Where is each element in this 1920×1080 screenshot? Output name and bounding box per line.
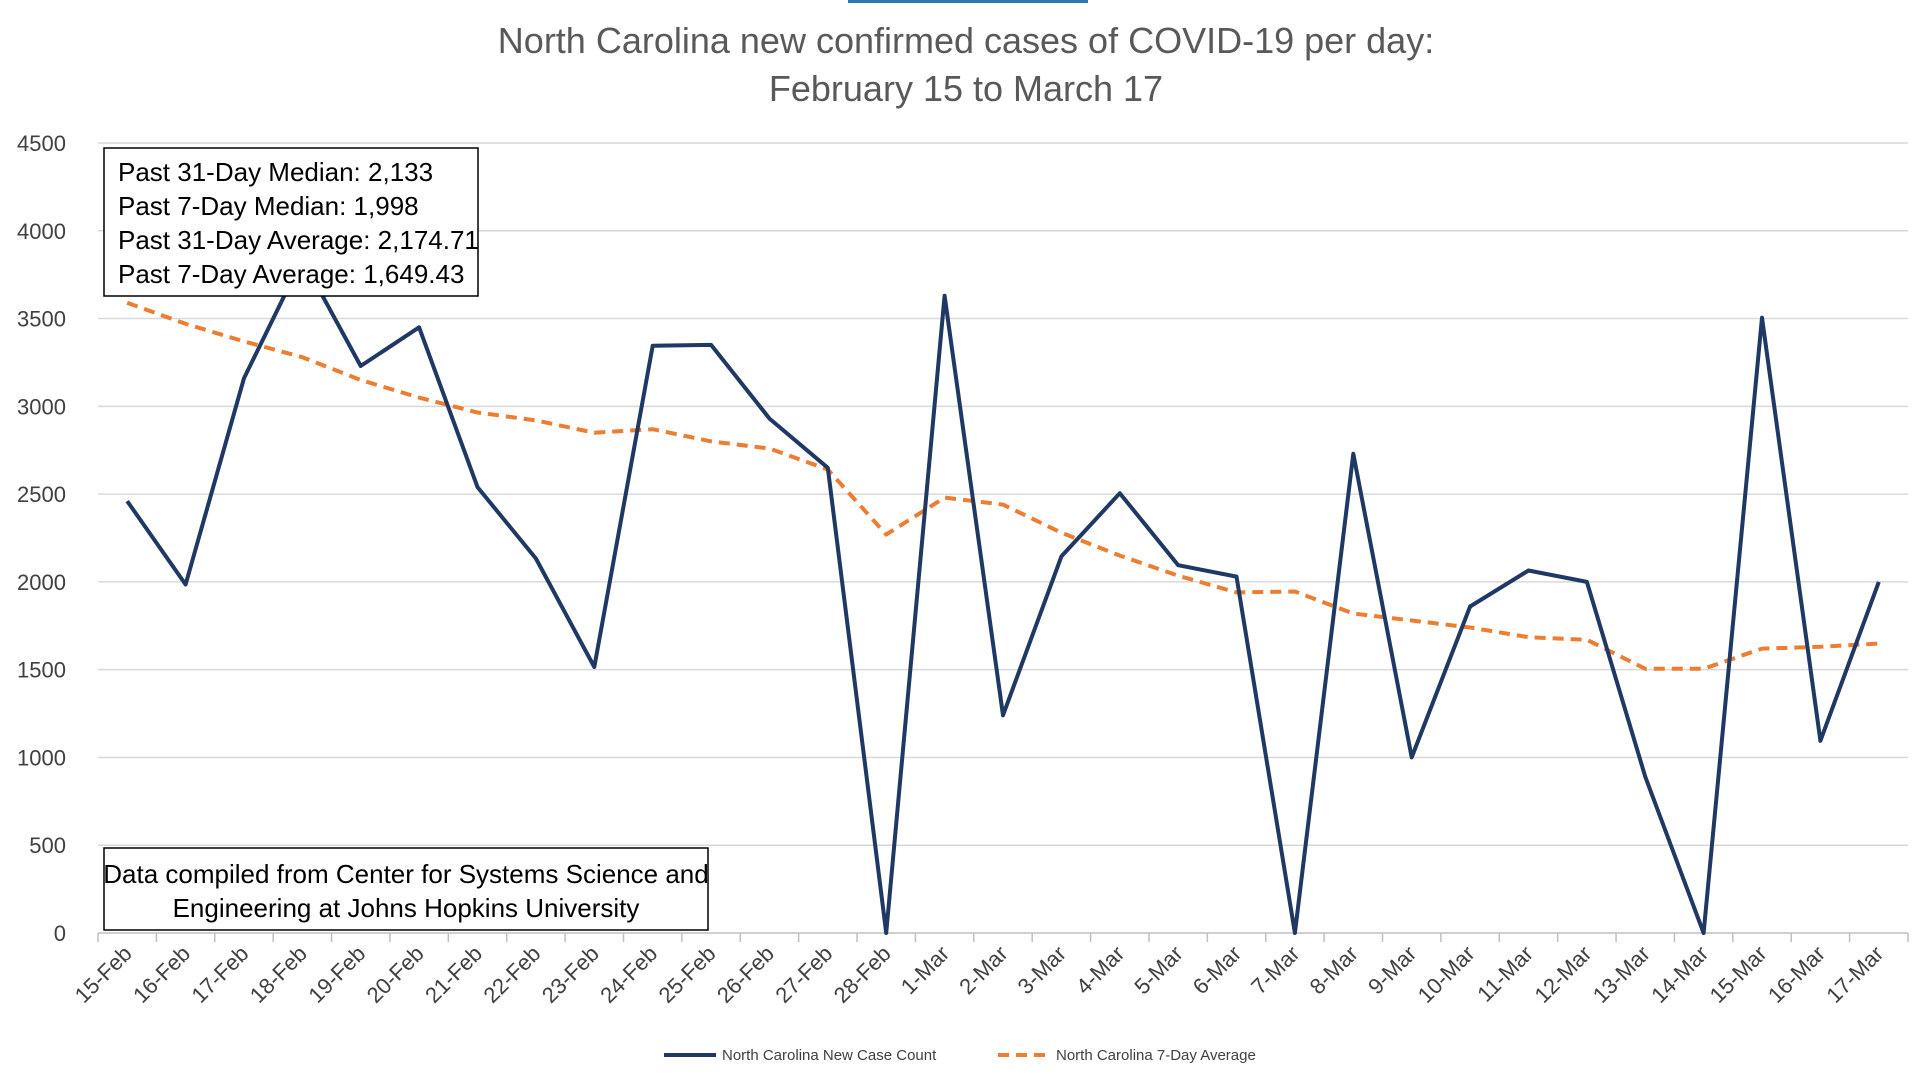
stats-annotation-box: Past 31-Day Median: 2,133 Past 7-Day Med… bbox=[103, 147, 479, 297]
x-tick-label: 1-Mar bbox=[896, 941, 954, 999]
x-tick-label: 6-Mar bbox=[1188, 941, 1246, 999]
legend: North Carolina New Case Count North Caro… bbox=[664, 1047, 1256, 1064]
y-tick-label: 2000 bbox=[17, 570, 66, 595]
x-tick-label: 15-Feb bbox=[70, 941, 137, 1008]
x-tick-label: 17-Feb bbox=[187, 941, 254, 1008]
x-tick-label: 14-Mar bbox=[1646, 941, 1713, 1008]
x-tick-label: 15-Mar bbox=[1705, 941, 1772, 1008]
source-box-line: Data compiled from Center for Systems Sc… bbox=[103, 859, 708, 889]
x-tick-label: 16-Feb bbox=[128, 941, 195, 1008]
source-box-border bbox=[103, 847, 709, 931]
x-tick-label: 19-Feb bbox=[303, 941, 370, 1008]
source-box-line: Engineering at Johns Hopkins University bbox=[173, 893, 640, 923]
stats-box-line: Past 7-Day Median: 1,998 bbox=[118, 191, 419, 221]
legend-label-new-case-count: North Carolina New Case Count bbox=[722, 1047, 937, 1064]
x-tick-label: 22-Feb bbox=[478, 941, 545, 1008]
x-tick-label: 10-Mar bbox=[1413, 941, 1480, 1008]
stats-box-line: Past 7-Day Average: 1,649.43 bbox=[118, 259, 464, 289]
series-line-7-day-average bbox=[126, 300, 1879, 671]
legend-label-7-day-average: North Carolina 7-Day Average bbox=[1056, 1047, 1256, 1064]
y-tick-label: 3000 bbox=[17, 394, 66, 419]
x-tick-label: 18-Feb bbox=[245, 941, 312, 1008]
y-axis-ticks: 0 500 1000 1500 2000 2500 3000 3500 4000 4500 bbox=[17, 131, 66, 946]
y-tick-label: 4500 bbox=[17, 131, 66, 156]
x-tick-label: 11-Mar bbox=[1472, 941, 1538, 1007]
x-tick-label: 3-Mar bbox=[1013, 941, 1071, 999]
x-tick-label: 24-Feb bbox=[595, 941, 662, 1008]
x-tick-label: 8-Mar bbox=[1305, 941, 1363, 999]
chart-title-line1: North Carolina new confirmed cases of CO… bbox=[498, 20, 1434, 61]
stats-box-line: Past 31-Day Average: 2,174.71 bbox=[118, 225, 479, 255]
series-line-new-case-count bbox=[125, 256, 1881, 935]
x-tick-label: 2-Mar bbox=[954, 941, 1012, 999]
chart-title-line2: February 15 to March 17 bbox=[769, 68, 1163, 109]
x-axis bbox=[97, 932, 1909, 942]
x-tick-label: 21-Feb bbox=[420, 941, 487, 1008]
x-tick-label: 12-Mar bbox=[1529, 941, 1596, 1008]
series-lines bbox=[125, 256, 1881, 935]
y-tick-label: 0 bbox=[54, 921, 66, 946]
y-tick-label: 3500 bbox=[17, 307, 66, 332]
y-tick-label: 2500 bbox=[17, 482, 66, 507]
x-tick-label: 17-Mar bbox=[1821, 941, 1888, 1008]
x-tick-label: 27-Feb bbox=[770, 941, 837, 1008]
gridlines bbox=[98, 142, 1908, 846]
x-tick-label: 5-Mar bbox=[1129, 941, 1187, 999]
x-tick-label: 4-Mar bbox=[1071, 941, 1129, 999]
y-tick-label: 500 bbox=[29, 833, 66, 858]
stats-box-border bbox=[103, 147, 479, 297]
x-axis-tick-labels: 15-Feb16-Feb17-Feb18-Feb19-Feb20-Feb21-F… bbox=[70, 941, 1889, 1008]
x-tick-label: 13-Mar bbox=[1588, 941, 1655, 1008]
x-tick-label: 28-Feb bbox=[829, 941, 896, 1008]
top-accent-bar bbox=[848, 0, 1088, 3]
x-tick-label: 16-Mar bbox=[1763, 941, 1830, 1008]
x-tick-label: 7-Mar bbox=[1246, 941, 1304, 999]
x-tick-label: 25-Feb bbox=[654, 941, 721, 1008]
y-tick-label: 1000 bbox=[17, 745, 66, 770]
x-tick-label: 23-Feb bbox=[537, 941, 604, 1008]
y-tick-label: 1500 bbox=[17, 658, 66, 683]
stats-box-line: Past 31-Day Median: 2,133 bbox=[118, 157, 433, 187]
x-tick-label: 20-Feb bbox=[362, 941, 429, 1008]
x-tick-label: 26-Feb bbox=[712, 941, 779, 1008]
y-tick-label: 4000 bbox=[17, 219, 66, 244]
source-annotation-box: Data compiled from Center for Systems Sc… bbox=[103, 847, 709, 931]
